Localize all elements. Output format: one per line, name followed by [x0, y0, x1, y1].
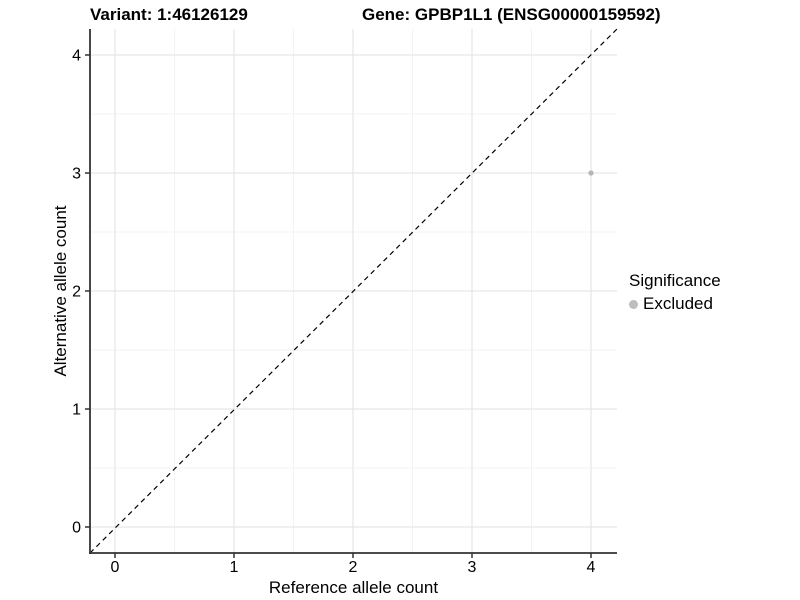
legend: Significance Excluded	[629, 271, 721, 314]
x-tick-label: 0	[111, 559, 120, 576]
y-tick-label: 2	[72, 284, 81, 301]
x-tick-label: 3	[468, 559, 477, 576]
y-tick-label: 4	[72, 48, 81, 65]
legend-item-label: Excluded	[643, 294, 713, 313]
y-tick-label: 1	[72, 402, 81, 419]
x-axis-title: Reference allele count	[268, 578, 439, 597]
legend-title: Significance	[629, 271, 721, 290]
variant-title: Variant: 1:46126129	[90, 5, 248, 24]
x-tick-label: 2	[349, 559, 358, 576]
y-tick-label: 3	[72, 166, 81, 183]
legend-key-dot-icon	[629, 299, 638, 309]
gene-title: Gene: GPBP1L1 (ENSG00000159592)	[362, 5, 661, 24]
x-tick-label: 4	[587, 559, 596, 576]
y-axis-title: Alternative allele count	[51, 205, 70, 377]
legend-item-excluded: Excluded	[629, 294, 721, 314]
data-point	[588, 170, 594, 176]
identity-dashed-line	[89, 28, 618, 554]
x-tick-label: 1	[230, 559, 239, 576]
y-tick-label: 0	[72, 520, 81, 537]
